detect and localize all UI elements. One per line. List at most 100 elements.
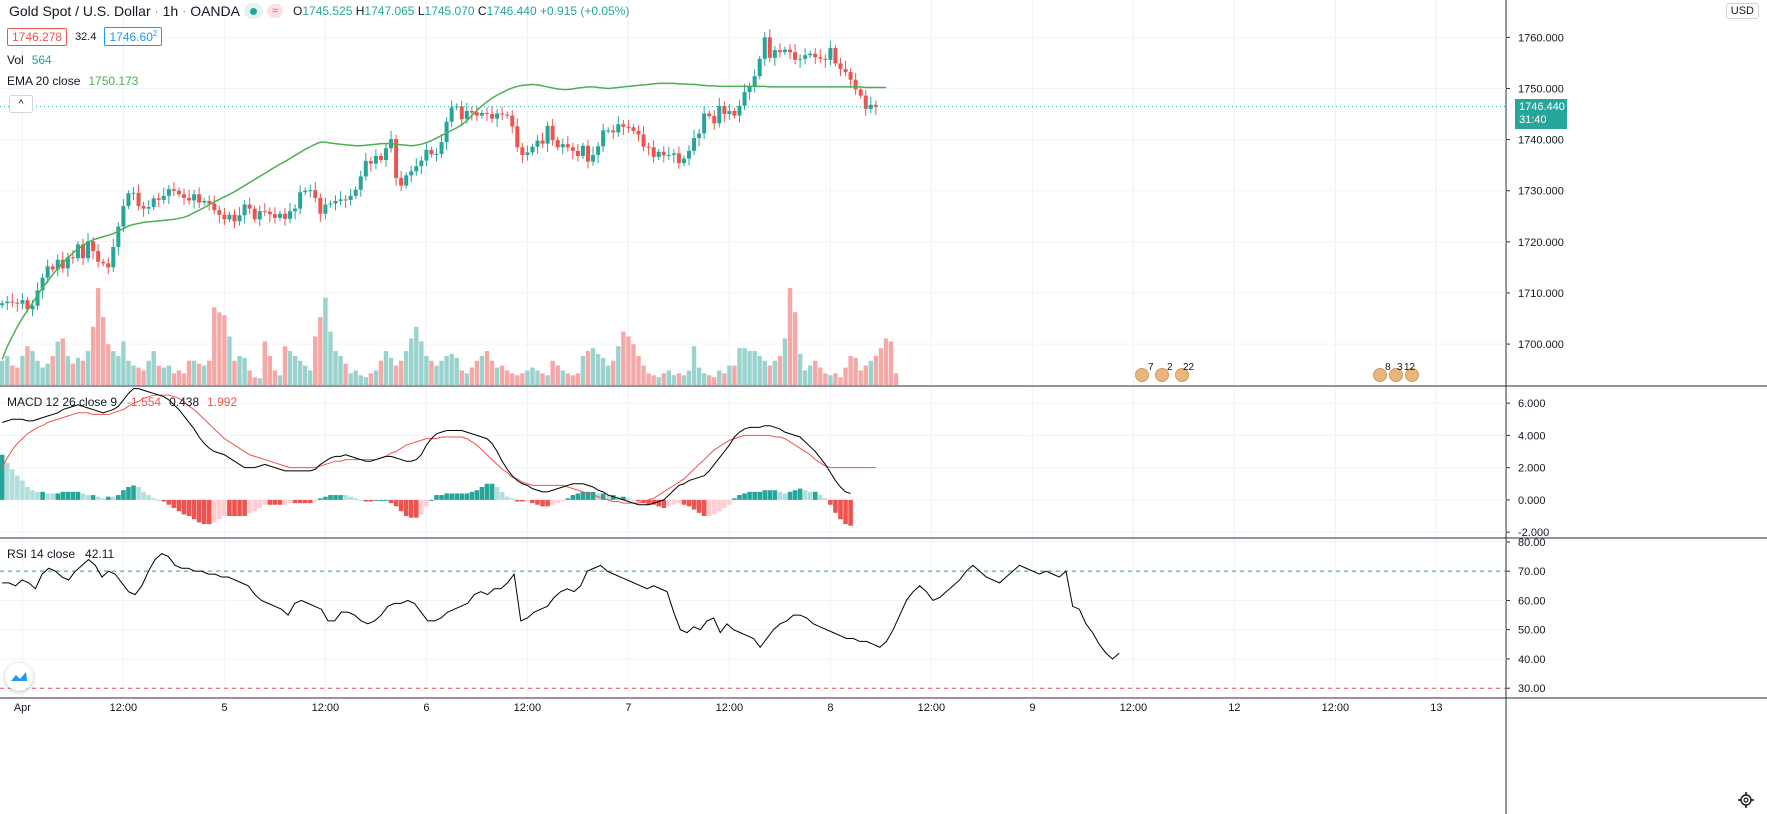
tradingview-logo-icon[interactable]: [5, 663, 33, 691]
volume-bar: [449, 353, 454, 385]
macd-histogram-bar: [590, 491, 596, 500]
event-flag-icon[interactable]: [1405, 368, 1419, 382]
volume-legend[interactable]: Vol 564: [7, 53, 52, 67]
macd-histogram-bar: [176, 499, 182, 512]
candle-body: [303, 190, 308, 193]
event-count: 7: [1148, 362, 1154, 373]
macd-histogram-bar: [353, 498, 358, 500]
time-tick-label: 12:00: [514, 702, 542, 714]
data-approx-icon[interactable]: ≈: [267, 4, 283, 18]
candle-body: [545, 125, 550, 144]
candle-body: [823, 58, 828, 60]
volume-bar: [747, 351, 752, 385]
candle-body: [318, 197, 323, 214]
macd-histogram-bar: [580, 491, 586, 500]
macd-histogram-bar: [111, 496, 116, 500]
candle-body: [252, 208, 257, 220]
macd-histogram-bar: [535, 499, 540, 505]
volume-bar: [348, 373, 353, 385]
candle-body: [671, 153, 676, 155]
macd-histogram-bar: [136, 487, 141, 500]
macd-histogram-bar: [727, 499, 732, 505]
gear-icon[interactable]: [1737, 791, 1755, 809]
candle-body: [555, 140, 560, 148]
volume-bar: [656, 377, 661, 385]
volume-bar: [267, 355, 273, 385]
sell-price-button[interactable]: 1746.278: [7, 27, 68, 46]
macd-histogram-bar: [80, 493, 86, 500]
rsi-pane: [0, 553, 1506, 689]
buy-price-button[interactable]: 1746.602: [104, 27, 163, 46]
candle-body: [86, 241, 91, 259]
macd-legend[interactable]: MACD 12 26 close 9 -1.554 0.438 1.992: [7, 395, 238, 409]
macd-histogram-bar: [131, 485, 136, 500]
volume-bar: [343, 363, 348, 385]
candle-body: [535, 140, 540, 147]
candle-body: [60, 259, 65, 269]
candle-body: [803, 55, 808, 59]
volume-bar: [641, 365, 646, 385]
candle-body: [384, 148, 388, 161]
event-count: 2: [1167, 362, 1173, 373]
macd-histogram-bar: [610, 495, 616, 500]
event-flag-icon[interactable]: [1175, 368, 1189, 382]
symbol-title[interactable]: Gold Spot / U.S. Dollar: [9, 3, 151, 19]
volume-bar: [469, 367, 475, 385]
volume-bar: [368, 373, 374, 385]
candle-body: [697, 133, 702, 139]
macd-line: [2, 388, 851, 506]
event-flag-icon[interactable]: [1155, 368, 1169, 382]
volume-bar: [247, 370, 252, 385]
volume-bar: [444, 355, 449, 385]
candle-body: [338, 199, 343, 201]
macd-histogram-bar: [823, 498, 828, 500]
macd-histogram-bar: [25, 487, 30, 500]
event-flag-icon[interactable]: [1389, 368, 1403, 382]
macd-histogram-bar: [565, 498, 571, 500]
volume-bar: [297, 360, 303, 385]
volume-bar: [555, 365, 560, 385]
volume-bar: [808, 365, 813, 385]
event-flag-icon[interactable]: [1135, 368, 1149, 382]
rsi-legend[interactable]: RSI 14 close 42.11: [7, 547, 115, 561]
macd-line-value: 0.438: [169, 395, 200, 409]
candle-body: [15, 302, 20, 304]
macd-histogram-bar: [797, 488, 803, 500]
volume-bar: [525, 370, 530, 385]
volume-bar: [363, 377, 368, 385]
candle-body: [530, 146, 535, 153]
time-tick-label: 7: [625, 702, 631, 714]
time-tick-label: 12:00: [110, 702, 138, 714]
volume-bar: [70, 363, 76, 385]
volume-bar: [499, 365, 505, 385]
event-count: 3: [1397, 362, 1403, 373]
macd-histogram-bar: [141, 491, 146, 500]
time-tick-label: 5: [221, 702, 227, 714]
macd-histogram-bar: [262, 499, 268, 505]
candle-body: [116, 226, 121, 247]
ema-legend[interactable]: EMA 20 close 1750.173: [7, 74, 139, 88]
event-flag-icon[interactable]: [1373, 368, 1387, 382]
candle-body: [419, 160, 424, 167]
volume-bar: [732, 365, 737, 385]
price-tick-label: 1760.000: [1518, 32, 1564, 44]
candle-body: [626, 126, 631, 128]
macd-histogram-bar: [636, 499, 641, 502]
market-status-pill[interactable]: [244, 3, 263, 19]
candle-body: [5, 301, 10, 304]
macd-histogram-bar: [368, 499, 374, 502]
volume-bar: [757, 355, 762, 385]
volume-bar: [823, 373, 828, 385]
candle-body: [707, 113, 712, 117]
volume-bar: [489, 360, 495, 385]
macd-histogram-bar: [318, 498, 323, 500]
macd-histogram-bar: [242, 499, 247, 517]
collapse-legend-button[interactable]: ^: [9, 95, 33, 113]
candle-body: [363, 161, 368, 177]
volume-bar: [560, 370, 565, 385]
currency-button[interactable]: USD: [1725, 3, 1759, 19]
macd-histogram-bar: [343, 495, 348, 500]
volume-bar: [161, 367, 166, 385]
interval-label[interactable]: 1h: [162, 3, 179, 19]
